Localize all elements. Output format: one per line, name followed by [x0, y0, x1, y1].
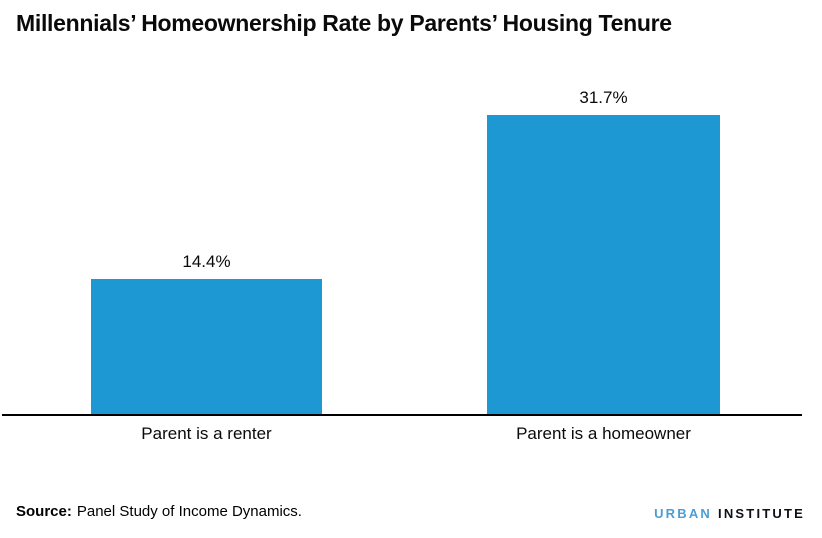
source-note: Source: Panel Study of Income Dynamics.	[16, 503, 302, 520]
source-label: Source:	[16, 503, 72, 520]
x-axis-tick-label: Parent is a homeowner	[516, 424, 691, 443]
bar	[487, 115, 720, 415]
x-axis-tick-label: Parent is a renter	[141, 424, 272, 443]
x-axis-line	[2, 414, 802, 416]
bar-value-label: 14.4%	[182, 252, 231, 271]
bar-value-label: 31.7%	[579, 88, 628, 107]
chart-title: Millennials’ Homeownership Rate by Paren…	[16, 10, 672, 36]
logo-urban-text: URBAN	[654, 506, 713, 521]
source-text: Panel Study of Income Dynamics.	[76, 503, 302, 520]
urban-institute-logo: URBAN INSTITUTE	[654, 506, 805, 521]
bar	[91, 279, 322, 415]
bar-chart: 14.4% 31.7% Parent is a renter Parent is a…	[2, 88, 802, 443]
logo-institute-text: INSTITUTE	[718, 506, 805, 521]
plot-area: 14.4% 31.7%	[91, 88, 720, 415]
